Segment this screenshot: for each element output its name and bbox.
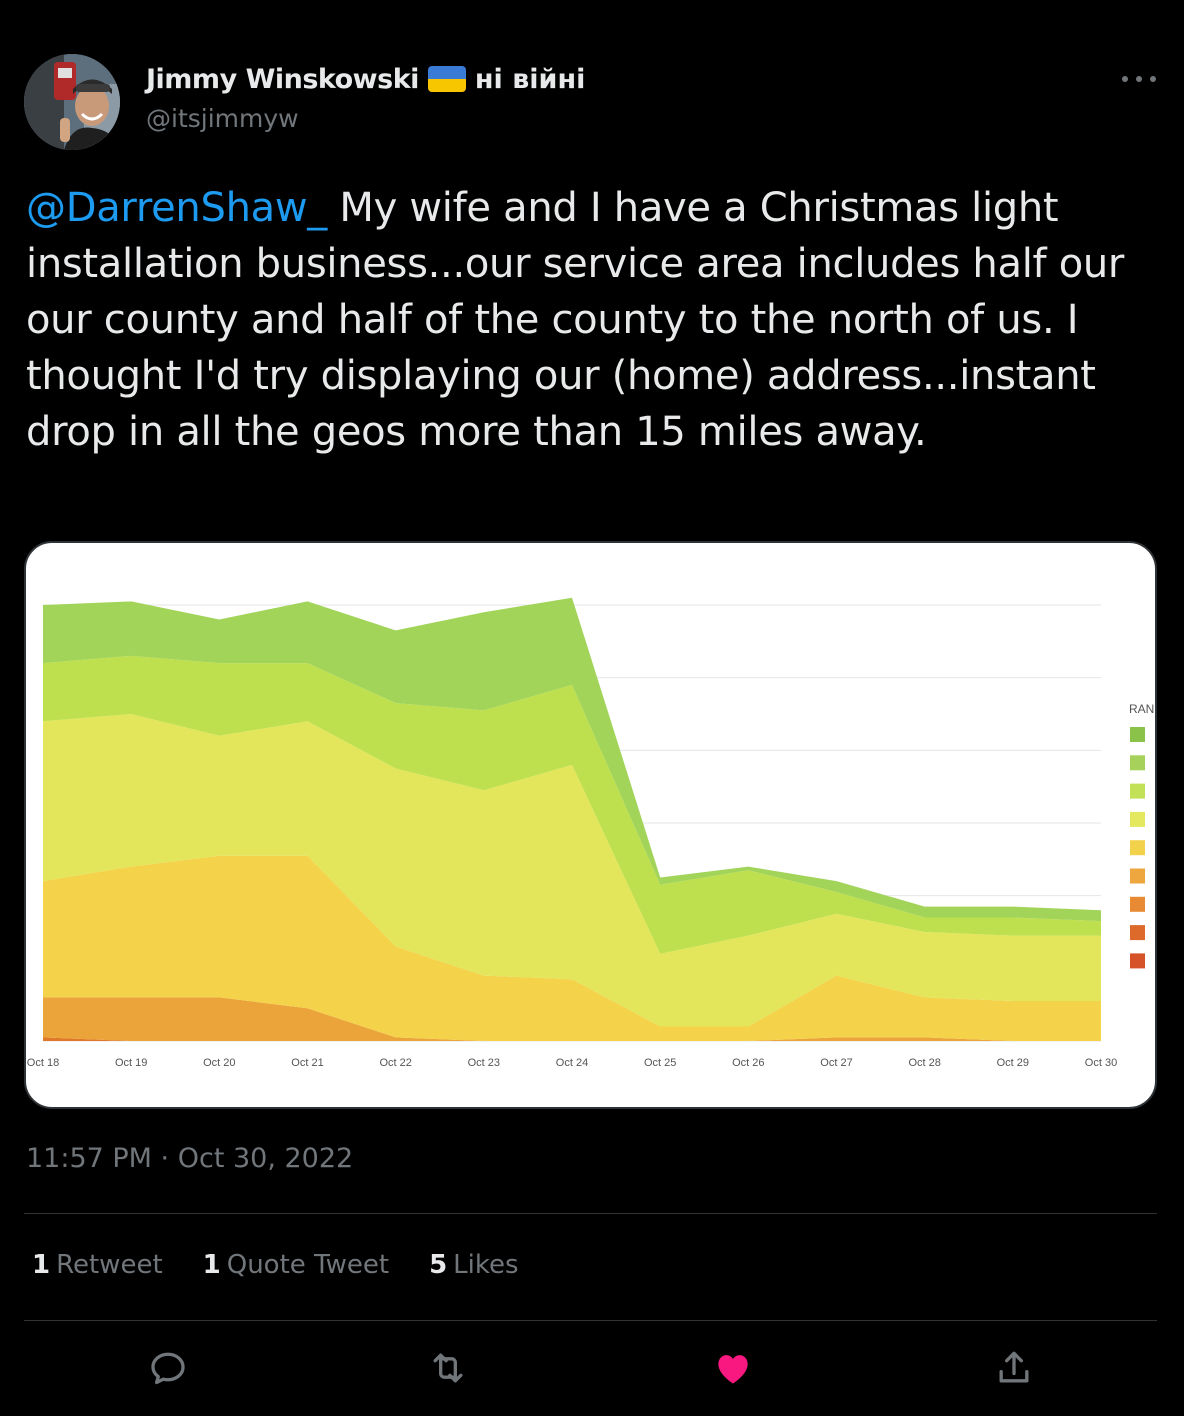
x-tick-label: Oct 29 <box>997 1057 1029 1069</box>
retweet-icon[interactable] <box>426 1346 470 1390</box>
avatar[interactable] <box>24 54 120 150</box>
area-series-6 <box>43 597 1101 922</box>
x-tick-label: Oct 18 <box>27 1057 59 1069</box>
user-handle[interactable]: @itsjimmyw <box>146 104 299 133</box>
legend-swatch <box>1130 755 1145 771</box>
heart-icon[interactable] <box>711 1346 755 1390</box>
x-tick-label: Oct 27 <box>820 1057 852 1069</box>
likes-count[interactable]: 5 Likes <box>429 1250 519 1280</box>
ukraine-flag-icon <box>427 66 466 92</box>
avatar-image <box>24 54 120 150</box>
mention-link[interactable]: @DarrenShaw_ <box>26 185 327 231</box>
engagement-stats: 1 Retweet 1 Quote Tweet 5 Likes <box>32 1250 559 1280</box>
display-name[interactable]: Jimmy Winskowski <box>146 63 419 95</box>
tweet-timestamp[interactable]: 11:57 PM · Oct 30, 2022 <box>26 1143 354 1174</box>
x-tick-label: Oct 26 <box>732 1057 764 1069</box>
area-series-2 <box>43 997 1101 1041</box>
x-tick-label: Oct 25 <box>644 1057 676 1069</box>
area-series-4 <box>43 714 1101 1027</box>
display-name-suffix: ні війні <box>474 63 586 95</box>
action-bar <box>24 1338 1157 1398</box>
legend-swatch <box>1130 727 1145 742</box>
divider <box>24 1320 1157 1321</box>
legend-swatch <box>1130 811 1145 827</box>
more-options-icon[interactable] <box>1122 68 1156 90</box>
area-series-3 <box>43 855 1101 1041</box>
x-tick-label: Oct 28 <box>908 1057 940 1069</box>
x-tick-label: Oct 21 <box>291 1057 323 1069</box>
legend-title: RAN <box>1129 702 1154 716</box>
share-icon[interactable] <box>992 1346 1036 1390</box>
x-tick-label: Oct 22 <box>379 1057 411 1069</box>
quote-tweet-count[interactable]: 1 Quote Tweet <box>202 1250 390 1280</box>
tweet-text: @DarrenShaw_ My wife and I have a Christ… <box>26 180 1156 460</box>
x-tick-label: Oct 24 <box>556 1057 588 1069</box>
legend-swatch <box>1130 953 1145 969</box>
x-tick-label: Oct 23 <box>468 1057 500 1069</box>
reply-icon[interactable] <box>146 1346 190 1390</box>
tweet-media-image[interactable]: Oct 18 Oct 19 Oct 20 Oct 21 Oct 22 Oct 23 Oct … <box>24 541 1157 1109</box>
retweet-count[interactable]: 1 Retweet <box>32 1250 163 1280</box>
x-tick-label: Oct 20 <box>203 1057 235 1069</box>
ranking-area-chart: Oct 18 Oct 19 Oct 20 Oct 21 Oct 22 Oct 23 Oct … <box>27 597 1154 1069</box>
legend-swatch <box>1130 896 1145 912</box>
area-series-5 <box>43 655 1101 954</box>
legend-swatch <box>1130 868 1145 884</box>
legend-swatch <box>1130 840 1145 856</box>
x-tick-label: Oct 30 <box>1085 1057 1117 1069</box>
x-tick-label: Oct 19 <box>115 1057 147 1069</box>
author-block: Jimmy Winskowski ні війні @itsjimmyw <box>146 60 586 134</box>
divider <box>24 1213 1157 1214</box>
tweet-body: My wife and I have a Christmas light ins… <box>26 185 1125 455</box>
legend-swatch <box>1130 783 1145 799</box>
legend-swatch <box>1130 925 1145 941</box>
